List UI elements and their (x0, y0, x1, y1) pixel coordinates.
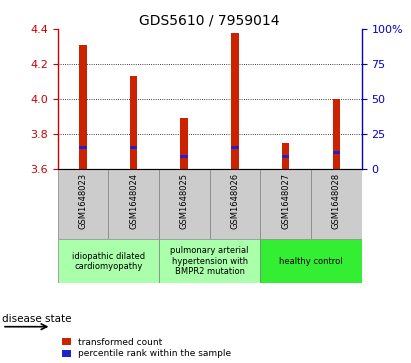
Text: disease state: disease state (2, 314, 72, 325)
Text: GSM1648028: GSM1648028 (332, 173, 341, 229)
Bar (282, 155, 289, 158)
Bar (58, 169, 108, 239)
Title: GDS5610 / 7959014: GDS5610 / 7959014 (139, 14, 280, 28)
Text: GSM1648027: GSM1648027 (281, 173, 290, 229)
Bar (130, 146, 137, 149)
Bar (79, 146, 87, 149)
Text: healthy control: healthy control (279, 257, 343, 266)
Text: pulmonary arterial
hypertension with
BMPR2 mutation: pulmonary arterial hypertension with BMP… (171, 246, 249, 276)
Legend: transformed count, percentile rank within the sample: transformed count, percentile rank withi… (62, 338, 231, 359)
Bar (210, 169, 260, 239)
Bar (260, 169, 311, 239)
Bar (260, 239, 362, 283)
Text: GSM1648024: GSM1648024 (129, 173, 138, 229)
Bar (332, 151, 340, 154)
Text: idiopathic dilated
cardiomyopathy: idiopathic dilated cardiomyopathy (72, 252, 145, 271)
Bar (159, 169, 210, 239)
Text: GSM1648023: GSM1648023 (79, 173, 88, 229)
Bar (231, 33, 239, 169)
Bar (180, 155, 188, 158)
Bar (108, 169, 159, 239)
Bar (58, 239, 159, 283)
Text: GSM1648025: GSM1648025 (180, 173, 189, 229)
Bar (130, 76, 137, 169)
Bar (311, 169, 362, 239)
Bar (159, 239, 260, 283)
Bar (79, 45, 87, 169)
Text: GSM1648026: GSM1648026 (231, 173, 240, 229)
Bar (180, 118, 188, 169)
Bar (282, 143, 289, 169)
Bar (231, 146, 239, 149)
Bar (332, 99, 340, 169)
